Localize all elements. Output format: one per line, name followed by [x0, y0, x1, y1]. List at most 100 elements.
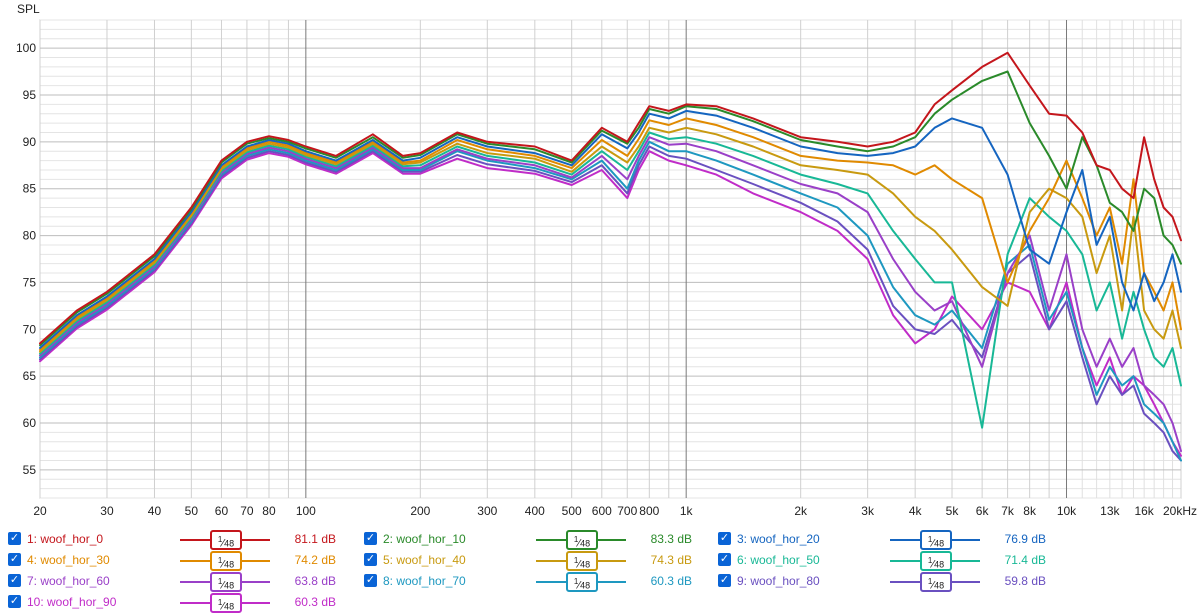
legend-label: 10: woof_hor_90: [27, 595, 117, 609]
y-tick-label: 90: [23, 135, 37, 149]
legend-level: 59.8 dB: [1004, 574, 1046, 588]
legend-item: ✓ 2: woof_hor_10 1⁄48 83.3 dB: [364, 530, 704, 550]
x-tick-label: 300: [477, 504, 497, 518]
smoothing-button[interactable]: 1⁄48: [180, 593, 270, 613]
x-tick-label: 400: [525, 504, 545, 518]
legend-checkbox[interactable]: ✓: [364, 574, 377, 587]
legend-level: 74.3 dB: [650, 553, 692, 567]
legend-label: 1: woof_hor_0: [27, 532, 104, 546]
series-line-woof-hor-60: [39, 136, 1182, 453]
legend-checkbox[interactable]: ✓: [364, 553, 377, 566]
legend-item: ✓ 1: woof_hor_0 1⁄48 81.1 dB: [8, 530, 348, 550]
smoothing-button[interactable]: 1⁄48: [890, 572, 980, 592]
x-tick-label: 60: [215, 504, 229, 518]
series-line-woof-hor-70: [39, 140, 1182, 462]
y-tick-label: 60: [23, 416, 37, 430]
legend: ✓ 1: woof_hor_0 1⁄48 81.1 dB ✓ 2: woof_hor_10…: [0, 526, 1200, 613]
x-tick-label: 5k: [946, 504, 960, 518]
legend-label: 2: woof_hor_10: [383, 532, 466, 546]
smoothing-button[interactable]: 1⁄48: [536, 572, 626, 592]
x-tick-label: 500: [562, 504, 582, 518]
legend-label: 6: woof_hor_50: [737, 553, 820, 567]
legend-label: 7: woof_hor_60: [27, 574, 110, 588]
smoothing-button[interactable]: 1⁄48: [536, 530, 626, 550]
y-tick-label: 80: [23, 229, 37, 243]
y-tick-label: 70: [23, 322, 37, 336]
legend-level: 71.4 dB: [1004, 553, 1046, 567]
minor-grid: [39, 19, 1182, 499]
spl-chart: SPL 55 60 65 70 75 80 85 90 95 100 20 30 40 50 60 70 80…: [16, 2, 1197, 518]
x-tick-label: 2k: [794, 504, 808, 518]
y-tick-label: 85: [23, 182, 37, 196]
x-tick-label: 3k: [861, 504, 875, 518]
legend-checkbox[interactable]: ✓: [718, 553, 731, 566]
legend-label: 8: woof_hor_70: [383, 574, 466, 588]
series-line-woof-hor-20: [39, 109, 1182, 349]
x-tick-labels: 20 30 40 50 60 70 80 100 200 300 400 500 600 700 800 1k…: [33, 504, 1197, 518]
y-tick-label: 55: [23, 463, 37, 477]
x-tick-label: 80: [262, 504, 276, 518]
x-tick-label: 200: [410, 504, 430, 518]
legend-level: 74.2 dB: [294, 553, 336, 567]
x-tick-label: 100: [296, 504, 316, 518]
x-tick-label: 16k: [1134, 504, 1154, 518]
smoothing-button[interactable]: 1⁄48: [536, 551, 626, 571]
x-tick-label: 10k: [1057, 504, 1077, 518]
legend-checkbox[interactable]: ✓: [8, 574, 21, 587]
series-line-woof-hor-40: [39, 126, 1182, 353]
legend-label: 4: woof_hor_30: [27, 553, 110, 567]
x-tick-label: 4k: [909, 504, 923, 518]
smoothing-button[interactable]: 1⁄48: [890, 551, 980, 571]
legend-level: 81.1 dB: [294, 532, 336, 546]
legend-item: ✓ 9: woof_hor_80 1⁄48 59.8 dB: [718, 572, 1058, 592]
legend-checkbox[interactable]: ✓: [364, 532, 377, 545]
plot-background: [39, 19, 1182, 499]
legend-item: ✓ 4: woof_hor_30 1⁄48 74.2 dB: [8, 551, 348, 571]
x-tick-label: 8k: [1023, 504, 1037, 518]
series-line-woof-hor-80: [39, 145, 1182, 462]
legend-item: ✓ 3: woof_hor_20 1⁄48 76.9 dB: [718, 530, 1058, 550]
legend-item: ✓ 6: woof_hor_50 1⁄48 71.4 dB: [718, 551, 1058, 571]
legend-label: 5: woof_hor_40: [383, 553, 466, 567]
x-tick-label: 30: [100, 504, 114, 518]
smoothing-button[interactable]: 1⁄48: [180, 530, 270, 550]
legend-checkbox[interactable]: ✓: [718, 574, 731, 587]
y-tick-label: 95: [23, 88, 37, 102]
smoothing-button[interactable]: 1⁄48: [890, 530, 980, 550]
series-line-woof-hor-0: [39, 51, 1182, 345]
legend-checkbox[interactable]: ✓: [8, 595, 21, 608]
y-tick-label: 75: [23, 275, 37, 289]
smoothing-button[interactable]: 1⁄48: [180, 572, 270, 592]
series-line-woof-hor-90: [39, 150, 1182, 457]
y-tick-label: 100: [16, 41, 36, 55]
legend-label: 3: woof_hor_20: [737, 532, 820, 546]
x-tick-label: 1k: [680, 504, 694, 518]
y-tick-label: 65: [23, 369, 37, 383]
legend-checkbox[interactable]: ✓: [8, 553, 21, 566]
legend-level: 60.3 dB: [650, 574, 692, 588]
y-tick-labels: 55 60 65 70 75 80 85 90 95 100: [16, 41, 36, 477]
x-tick-label: 40: [148, 504, 162, 518]
legend-level: 76.9 dB: [1004, 532, 1046, 546]
series-line-woof-hor-30: [39, 117, 1182, 351]
x-tick-label: 70: [240, 504, 254, 518]
legend-level: 60.3 dB: [294, 595, 336, 609]
legend-checkbox[interactable]: ✓: [718, 532, 731, 545]
x-tick-label: 600: [592, 504, 612, 518]
x-tick-label: 50: [185, 504, 199, 518]
x-tick-label: 20kHz: [1163, 504, 1197, 518]
legend-item: ✓ 10: woof_hor_90 1⁄48 60.3 dB: [8, 593, 348, 613]
series-lines: [39, 51, 1182, 462]
x-tick-label: 700: [617, 504, 637, 518]
x-tick-label: 800: [639, 504, 659, 518]
x-tick-label: 7k: [1001, 504, 1015, 518]
legend-item: ✓ 7: woof_hor_60 1⁄48 63.8 dB: [8, 572, 348, 592]
x-tick-label: 6k: [976, 504, 990, 518]
legend-label: 9: woof_hor_80: [737, 574, 820, 588]
legend-checkbox[interactable]: ✓: [8, 532, 21, 545]
y-axis-label: SPL: [17, 2, 40, 16]
x-tick-label: 13k: [1100, 504, 1120, 518]
smoothing-button[interactable]: 1⁄48: [180, 551, 270, 571]
series-line-woof-hor-50: [39, 131, 1182, 429]
legend-item: ✓ 5: woof_hor_40 1⁄48 74.3 dB: [364, 551, 704, 571]
